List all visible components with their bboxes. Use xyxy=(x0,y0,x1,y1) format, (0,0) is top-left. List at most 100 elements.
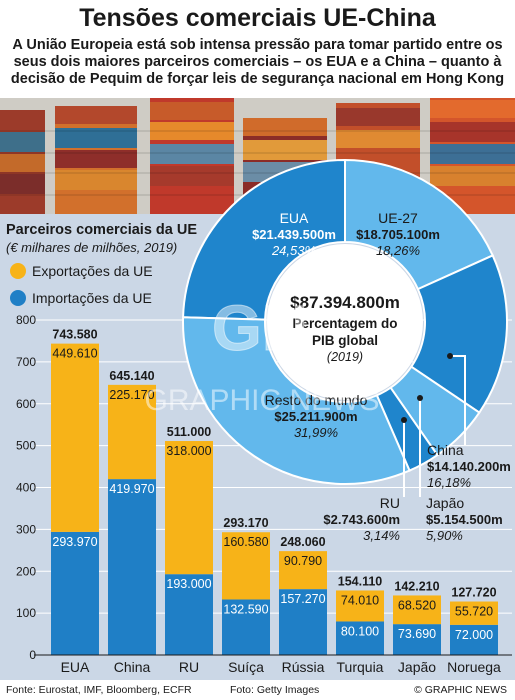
legend-title: Parceiros comerciais da UE xyxy=(6,222,198,238)
bar-exports-label: 225.170 xyxy=(109,388,154,402)
bar-exports-label: 74.010 xyxy=(341,593,379,607)
donut-slice xyxy=(182,158,346,321)
container-column-1 xyxy=(0,110,45,218)
bar-imports-label: 193.000 xyxy=(166,577,211,591)
bar-exports xyxy=(450,601,498,625)
leader-line xyxy=(450,355,466,445)
slice-pct-label: 18,26% xyxy=(376,243,420,258)
bar-exports xyxy=(393,595,441,625)
imports-swatch-icon xyxy=(10,290,26,306)
donut-slice xyxy=(344,158,495,291)
bar-exports-label: 160.580 xyxy=(223,535,268,549)
y-tick-label: 100 xyxy=(16,606,36,620)
bar-total-label: 293.170 xyxy=(223,516,268,530)
slice-pct-label: 3,14% xyxy=(363,528,400,543)
bar-imports xyxy=(51,531,99,655)
y-tick-label: 700 xyxy=(16,355,36,369)
bar-imports xyxy=(108,479,156,655)
slice-pct-label: 16,18% xyxy=(427,475,471,490)
slice-pct-label: 5,90% xyxy=(426,528,463,543)
bar-total-label: 127.720 xyxy=(451,586,496,600)
bar-exports-label: 318.000 xyxy=(166,444,211,458)
legend-imports: Importações da UE xyxy=(10,290,152,306)
page-subtitle: A União Europeia está sob intensa pressã… xyxy=(10,37,505,87)
slice-value-label: $14.140.200m xyxy=(427,459,511,474)
y-tick-label: 200 xyxy=(16,564,36,578)
bar-imports xyxy=(222,599,270,655)
y-tick-label: 0 xyxy=(29,648,36,662)
page-title: Tensões comerciais UE-China xyxy=(79,4,436,32)
bar-total-label: 743.580 xyxy=(52,328,97,342)
y-tick-label: 400 xyxy=(16,481,36,495)
leader-dot xyxy=(417,395,423,401)
slice-pct-label: 24,53% xyxy=(271,243,316,258)
bar-exports xyxy=(222,532,270,600)
bar-exports xyxy=(51,343,99,532)
bar-imports-label: 293.970 xyxy=(52,535,97,549)
y-tick-label: 300 xyxy=(16,522,36,536)
y-tick-label: 500 xyxy=(16,439,36,453)
slice-value-label: $21.439.500m xyxy=(252,227,336,242)
container-column-3 xyxy=(150,98,234,218)
bar-total-label: 248.060 xyxy=(280,535,325,549)
watermark-text: GRAPHIC NEWS xyxy=(144,384,379,417)
slice-value-label: $18.705.100m xyxy=(356,227,440,242)
leader-dot xyxy=(401,417,407,423)
bar-exports xyxy=(279,551,327,590)
bar-exports-label: 55.720 xyxy=(455,605,493,619)
bar-total-label: 645.140 xyxy=(109,369,154,383)
slice-name-label: RU xyxy=(380,495,400,511)
bar-total-label: 154.110 xyxy=(338,574,383,588)
slice-value-label: $5.154.500m xyxy=(426,512,503,527)
donut-center-total: $87.394.800m xyxy=(290,293,400,312)
bar-imports xyxy=(336,621,384,655)
slice-value-label: $25.211.900m xyxy=(274,409,357,424)
donut-center xyxy=(267,244,423,400)
slice-name-label: Resto do mundo xyxy=(265,392,368,408)
leader-dot xyxy=(447,353,453,359)
bar-total-label: 142.210 xyxy=(394,579,439,593)
donut-center-label-1: Percentagem do xyxy=(292,316,397,331)
bar-imports-label: 132.590 xyxy=(223,602,268,616)
bar-imports xyxy=(165,574,213,655)
legend-exports-label: Exportações da UE xyxy=(32,263,153,279)
bar-exports-label: 449.610 xyxy=(52,347,97,361)
slice-name-label: Japão xyxy=(426,495,464,511)
slice-pct-label: 31,99% xyxy=(294,425,338,440)
bar-imports-label: 80.100 xyxy=(341,624,379,638)
slice-name-label: China xyxy=(427,442,464,458)
footer: Fonte: Eurostat, IMF, Bloomberg, ECFR Fo… xyxy=(0,680,515,700)
x-category-label: RU xyxy=(179,659,199,675)
watermark-logo: GN xyxy=(212,292,308,364)
exports-swatch-icon xyxy=(10,263,26,279)
x-category-label: Suíça xyxy=(228,659,264,675)
bar-imports-label: 73.690 xyxy=(398,627,436,641)
legend-subtitle: (€ milhares de milhões, 2019) xyxy=(6,240,178,255)
bar-exports xyxy=(108,384,156,480)
bar-imports-label: 157.270 xyxy=(280,592,325,606)
donut-slice xyxy=(182,316,411,485)
x-category-label: Turquia xyxy=(337,659,384,675)
container-column-2 xyxy=(55,106,137,218)
bar-exports-label: 68.520 xyxy=(398,598,436,612)
footer-source: Fonte: Eurostat, IMF, Bloomberg, ECFR xyxy=(6,684,192,696)
x-category-label: Rússia xyxy=(282,659,325,675)
donut-center-label-2: PIB global xyxy=(312,333,378,348)
bar-imports xyxy=(279,589,327,655)
bar-exports xyxy=(165,441,213,575)
donut-chart: $87.394.800m Percentagem do PIB global (201… xyxy=(144,158,511,543)
donut-slice xyxy=(409,254,508,414)
bar-imports xyxy=(393,624,441,655)
y-tick-label: 600 xyxy=(16,397,36,411)
legend-exports: Exportações da UE xyxy=(10,263,153,279)
bar-imports xyxy=(450,624,498,655)
donut-center-year: (2019) xyxy=(327,350,363,364)
slice-name-label: EUA xyxy=(280,210,309,226)
legend-imports-label: Importações da UE xyxy=(32,290,152,306)
slice-value-label: $2.743.600m xyxy=(323,512,400,527)
x-category-label: Noruega xyxy=(447,659,501,675)
footer-photo-credit: Foto: Getty Images xyxy=(230,684,320,696)
footer-copyright: © GRAPHIC NEWS xyxy=(414,684,507,696)
bar-exports-label: 90.790 xyxy=(284,554,322,568)
